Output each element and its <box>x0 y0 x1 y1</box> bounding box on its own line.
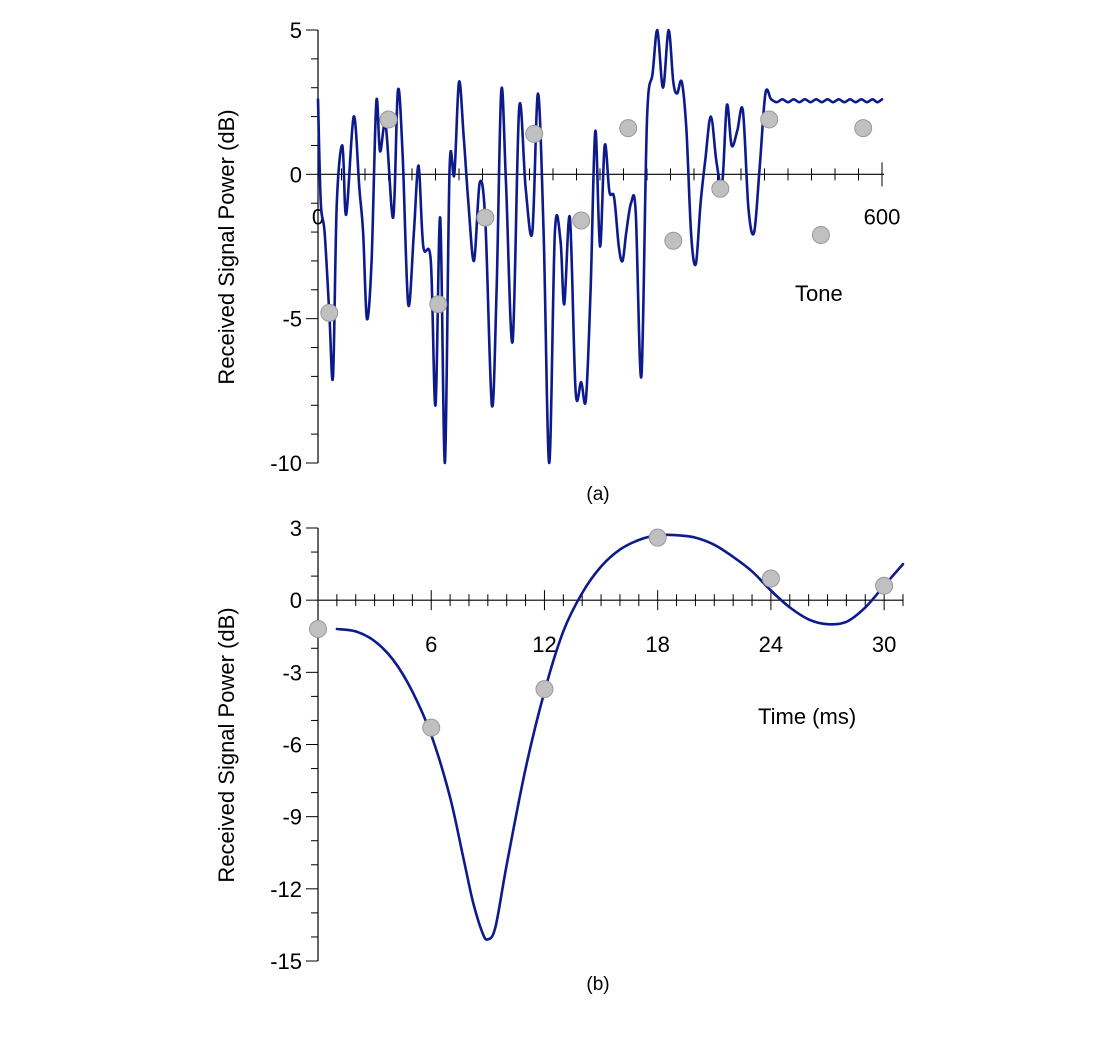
data-marker <box>476 208 495 227</box>
panel-a-y-axis-title: Received Signal Power (dB) <box>214 109 239 384</box>
panel-a-caption: (a) <box>586 484 609 505</box>
panel-b-series-line <box>335 533 905 941</box>
x-tick-label: 18 <box>645 632 669 657</box>
y-tick-label: -9 <box>282 805 302 830</box>
panel-b-x-axis-title: Time (ms) <box>758 704 856 729</box>
data-marker <box>309 620 327 639</box>
data-marker <box>811 225 830 244</box>
y-tick-label: -10 <box>270 451 302 476</box>
data-marker <box>379 110 398 129</box>
x-tick-label: 6 <box>425 632 437 657</box>
data-marker <box>875 576 894 595</box>
data-marker <box>572 211 591 230</box>
x-tick-label: 30 <box>872 632 896 657</box>
panel-a-series-line <box>316 28 884 465</box>
panel-b-tick-labels: 30-3-6-9-12-156 12 18 24 30 <box>270 516 896 974</box>
data-marker <box>761 569 780 588</box>
y-tick-label: 3 <box>290 516 302 541</box>
data-marker <box>854 119 873 138</box>
y-tick-label: 5 <box>290 18 302 43</box>
y-tick-label: 0 <box>290 162 302 187</box>
y-tick-label: -3 <box>282 660 302 685</box>
y-tick-label: -6 <box>282 733 302 758</box>
data-marker <box>525 124 544 143</box>
data-marker <box>619 119 638 138</box>
panel-b-chart: 30-3-6-9-12-156 12 18 24 30 Time (ms) Receiv… <box>214 516 905 995</box>
panel-b-caption: (b) <box>586 974 609 995</box>
x-tick-label: 600 <box>864 204 901 229</box>
x-tick-label: 24 <box>759 632 783 657</box>
data-marker <box>664 231 683 250</box>
panel-a-axes <box>306 29 884 464</box>
data-marker <box>429 295 448 314</box>
data-marker <box>648 528 667 547</box>
panel-a-chart: 50-5-100 600 Tone Received Signal Power (… <box>214 18 900 505</box>
y-tick-label: 0 <box>290 588 302 613</box>
data-marker <box>711 179 730 198</box>
y-tick-label: -15 <box>270 949 302 974</box>
y-tick-label: -12 <box>270 877 302 902</box>
panel-a-markers <box>320 110 873 322</box>
panel-b-y-axis-title: Received Signal Power (dB) <box>214 607 239 882</box>
panel-b-axes <box>306 527 904 962</box>
y-tick-label: -5 <box>282 307 302 332</box>
x-tick-label: 12 <box>532 632 556 657</box>
data-marker <box>422 718 441 737</box>
panel-a-x-axis-title: Tone <box>795 281 843 306</box>
data-marker <box>320 303 339 322</box>
panel-b-markers <box>309 528 894 737</box>
data-marker <box>760 110 779 129</box>
data-marker <box>535 680 554 699</box>
panel-a-tick-labels: 50-5-100 600 <box>270 18 900 476</box>
